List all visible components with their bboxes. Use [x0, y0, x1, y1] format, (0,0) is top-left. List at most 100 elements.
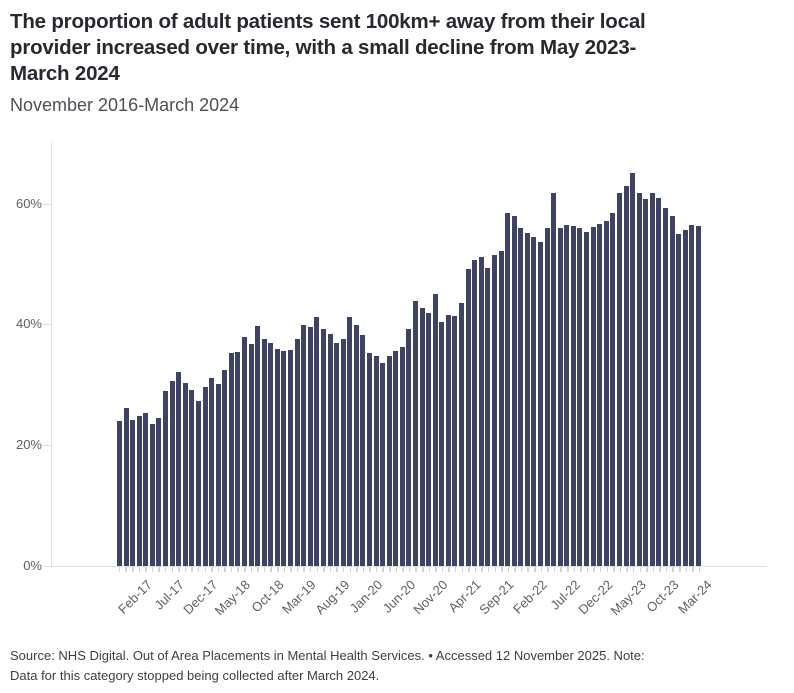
bar: [261, 338, 267, 566]
x-tick: [138, 567, 141, 572]
x-tick: [540, 567, 543, 572]
x-tick: [567, 567, 569, 572]
x-tick: [283, 567, 286, 572]
x-tick: [639, 567, 641, 572]
x-tick: [263, 567, 266, 572]
x-tick: [336, 567, 338, 572]
bar: [616, 192, 622, 566]
y-axis-line: [51, 143, 52, 566]
bar: [274, 349, 280, 566]
x-tick: [217, 567, 220, 572]
x-tick: [422, 567, 424, 572]
bar: [439, 322, 445, 566]
x-tick: [698, 567, 701, 572]
x-tick: [672, 567, 674, 572]
bar: [334, 343, 340, 566]
bar: [432, 293, 438, 566]
x-tick: [362, 567, 365, 572]
bar: [222, 369, 228, 566]
bar: [373, 355, 379, 566]
x-tick: [659, 567, 661, 572]
x-tick: [501, 567, 503, 572]
bar: [597, 224, 603, 566]
x-tick: [184, 567, 187, 572]
bar: [209, 378, 215, 566]
bar: [695, 225, 701, 566]
x-tick: [309, 567, 312, 572]
y-axis-label: 0%: [23, 558, 42, 573]
x-tick: [692, 567, 694, 572]
x-tick: [257, 567, 259, 572]
x-tick: [171, 567, 173, 572]
bar: [149, 423, 155, 566]
bar: [353, 325, 359, 566]
bar: [281, 351, 287, 566]
bars-series: [117, 146, 702, 566]
bar: [294, 338, 300, 566]
bar: [426, 312, 432, 566]
x-axis-label: Aug-19: [311, 577, 353, 618]
bar: [676, 233, 682, 566]
x-tick: [408, 567, 411, 572]
x-tick: [514, 567, 516, 572]
bar: [590, 227, 596, 566]
bar: [380, 363, 386, 566]
x-axis-label: May-18: [211, 577, 254, 619]
x-tick: [454, 567, 457, 572]
x-tick: [151, 567, 154, 572]
x-tick: [224, 567, 226, 572]
bar: [511, 215, 517, 566]
x-tick: [586, 567, 589, 572]
x-tick: [461, 567, 463, 572]
x-tick: [132, 567, 134, 572]
x-tick: [349, 567, 351, 572]
x-tick: [211, 567, 213, 572]
x-tick: [428, 567, 431, 572]
x-tick: [685, 567, 688, 572]
bar: [570, 225, 576, 566]
y-tick: [43, 203, 51, 205]
x-tick: [626, 567, 628, 572]
bar: [603, 220, 609, 566]
bar: [314, 317, 320, 566]
bar: [643, 199, 649, 566]
bar: [202, 387, 208, 566]
bar: [156, 418, 162, 566]
bar: [445, 314, 451, 566]
x-tick: [329, 567, 332, 572]
x-tick: [145, 567, 147, 572]
x-tick: [560, 567, 562, 572]
bar: [485, 268, 491, 566]
x-tick: [435, 567, 437, 572]
x-tick: [599, 567, 602, 572]
bar: [505, 213, 511, 566]
x-tick: [356, 567, 358, 572]
bar: [649, 192, 655, 566]
x-tick: [270, 567, 272, 572]
bar: [189, 389, 195, 566]
bar: [465, 268, 471, 566]
x-tick: [342, 567, 345, 572]
bar: [169, 381, 175, 566]
bar: [268, 343, 274, 566]
x-tick: [547, 567, 549, 572]
x-tick: [593, 567, 595, 572]
bar: [215, 383, 221, 566]
bar: [301, 325, 307, 566]
bar: [347, 316, 353, 566]
bar: [584, 232, 590, 566]
x-tick: [375, 567, 378, 572]
x-tick: [520, 567, 523, 572]
bar: [682, 230, 688, 566]
bar: [564, 224, 570, 566]
x-tick: [369, 567, 371, 572]
bar: [255, 325, 261, 566]
x-tick: [296, 567, 299, 572]
x-tick: [395, 567, 398, 572]
bar: [143, 412, 149, 566]
x-tick: [474, 567, 477, 572]
x-axis-label: Jan-20: [346, 577, 386, 616]
bar: [399, 347, 405, 566]
bar: [413, 301, 419, 566]
